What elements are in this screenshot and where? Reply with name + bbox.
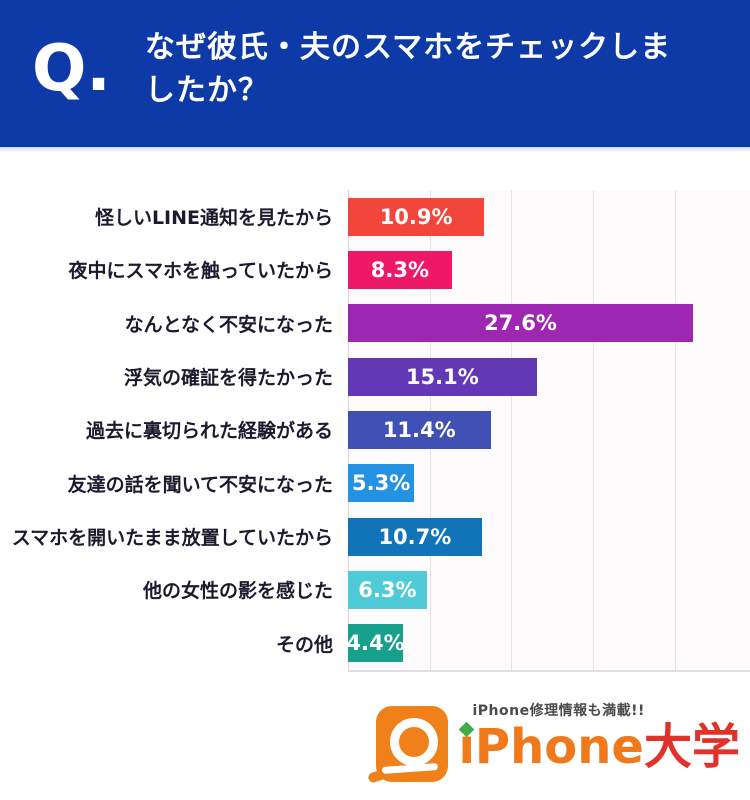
- bar: 15.1%: [348, 357, 537, 396]
- page-title: なぜ彼氏・夫のスマホをチェックしま したか？: [145, 26, 725, 112]
- bar: 10.9%: [348, 197, 485, 236]
- category-label: 過去に裏切られた経験がある: [85, 420, 333, 443]
- gridline: [511, 190, 512, 670]
- bar-value-label: 5.3%: [352, 471, 411, 496]
- logo-tagline: iPhone修理情報も満載!!: [472, 703, 645, 719]
- bar-value-label: 8.3%: [370, 257, 429, 282]
- logo-text-block: iPhone修理情報も満載!! iPhone大学: [458, 700, 740, 774]
- header-glow-divider: [0, 147, 750, 153]
- magnifier-ring-icon: [390, 718, 439, 766]
- brand-wordmark: iPhone大学: [458, 721, 740, 774]
- bar: 4.4%: [346, 624, 405, 663]
- category-label: 他の女性の影を感じた: [142, 580, 333, 603]
- iphone-daigaku-logo: iPhone修理情報も満載!! iPhone大学: [367, 700, 740, 784]
- category-label: 怪しいLINE通知を見たから: [94, 207, 333, 230]
- bar-row: 他の女性の影を感じた 6.3%: [0, 563, 750, 616]
- bar: 11.4%: [348, 410, 491, 449]
- category-label: なんとなく不安になった: [124, 313, 333, 336]
- bar-value-label: 27.6%: [484, 311, 557, 336]
- bar-row: 浮気の確証を得たかった 15.1%: [0, 350, 750, 403]
- bar: 10.7%: [348, 517, 482, 556]
- bar: 8.3%: [348, 250, 452, 289]
- q-badge: Q.: [32, 32, 111, 106]
- category-label: 友達の話を聞いて不安になった: [67, 473, 333, 496]
- bar-value-label: 11.4%: [382, 417, 456, 442]
- category-label: その他: [275, 633, 333, 656]
- category-label: スマホを開いたまま放置していたから: [11, 527, 333, 550]
- bar: 6.3%: [348, 570, 427, 609]
- bar-row: 夜中にスマホを触っていたから 8.3%: [0, 243, 750, 296]
- bar-value-label: 15.1%: [405, 364, 479, 389]
- category-label: 浮気の確証を得たかった: [123, 367, 333, 390]
- title-line-1: なぜ彼氏・夫のスマホをチェックしま: [145, 30, 672, 65]
- gridline: [675, 190, 676, 670]
- bar: 5.3%: [348, 464, 415, 503]
- question-header: Q. なぜ彼氏・夫のスマホをチェックしま したか？: [0, 0, 750, 147]
- bar: 27.6%: [348, 304, 693, 343]
- bar-row: 過去に裏切られた経験がある 11.4%: [0, 403, 750, 456]
- category-label: 夜中にスマホを触っていたから: [68, 260, 333, 283]
- brand-iphone: iPhone: [458, 719, 644, 775]
- bar-value-label: 4.4%: [346, 631, 405, 656]
- bar-value-label: 10.9%: [379, 204, 453, 229]
- bar-row: なんとなく不安になった 27.6%: [0, 297, 750, 350]
- bar-row: その他 4.4%: [0, 617, 750, 670]
- brand-daigaku: 大学: [643, 719, 740, 775]
- logo-squiggle-shape: [382, 763, 439, 774]
- title-line-2: したか？: [145, 73, 269, 108]
- bar-chart: 怪しいLINE通知を見たから 10.9% 夜中にスマホを触っていたから 8.3%…: [0, 190, 750, 670]
- bar-row: 怪しいLINE通知を見たから 10.9%: [0, 190, 750, 243]
- bar-value-label: 6.3%: [358, 577, 417, 602]
- bar-value-label: 10.7%: [378, 524, 452, 549]
- bar-row: スマホを開いたまま放置していたから 10.7%: [0, 510, 750, 563]
- iphone-daigaku-logo-icon: [367, 706, 449, 784]
- bar-row: 友達の話を聞いて不安になった 5.3%: [0, 457, 750, 510]
- gridline: [593, 190, 594, 670]
